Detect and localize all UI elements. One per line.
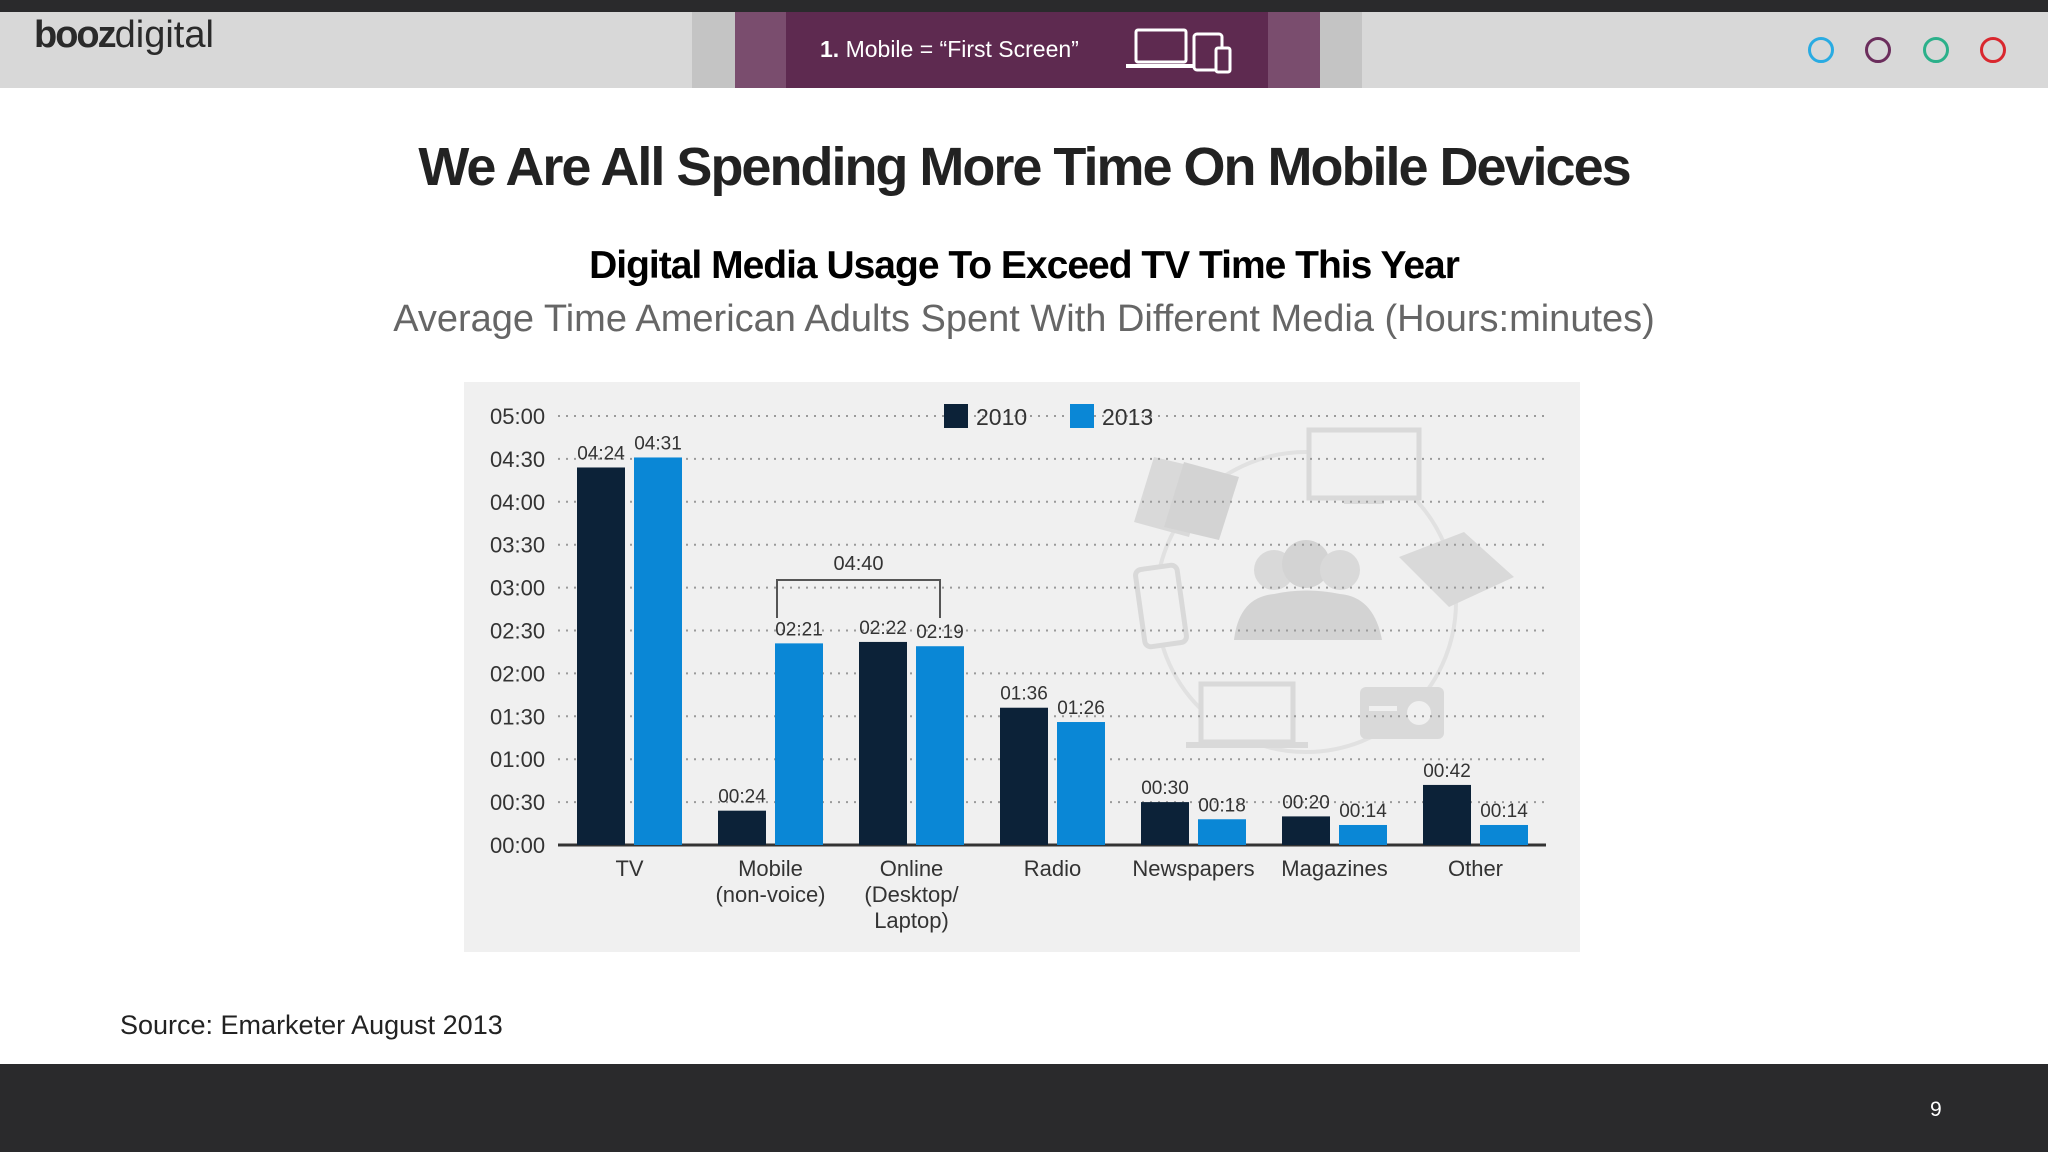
mobile-illustration-icon [1133, 562, 1189, 650]
bar-value-label: 01:36 [1000, 684, 1048, 705]
section-tab-number: 1. [820, 36, 840, 62]
bar-value-label: 00:18 [1198, 795, 1246, 816]
y-tick-label: 02:30 [490, 619, 545, 644]
chart-heading: Digital Media Usage To Exceed TV Time Th… [589, 244, 1460, 287]
radio-illustration-icon [1360, 687, 1444, 739]
bar-value-label: 00:14 [1339, 801, 1387, 822]
source-note: Source: Emarketer August 2013 [120, 1010, 503, 1040]
x-tick-label: Newspapers [1132, 856, 1254, 881]
bar-2010 [859, 641, 907, 845]
slide-title: We Are All Spending More Time On Mobile … [418, 137, 1631, 197]
x-tick-label: Other [1448, 856, 1503, 881]
bar-value-label: 00:30 [1141, 778, 1189, 799]
laptop-illustration-icon [1186, 681, 1308, 748]
media-devices-illustration [1133, 427, 1514, 754]
bar-2013 [1057, 722, 1105, 845]
bar-2010 [1423, 784, 1471, 845]
legend-swatch-2013 [1070, 404, 1094, 428]
nav-dot-2[interactable] [1865, 37, 1891, 63]
logo-light-text: digital [114, 14, 214, 56]
bar-2010 [1000, 707, 1048, 845]
y-tick-label: 04:30 [490, 447, 545, 472]
x-tick-label: (non-voice) [715, 882, 825, 907]
y-tick-label: 01:30 [490, 704, 545, 729]
bar-2013 [1198, 819, 1246, 845]
bar-value-label: 01:26 [1057, 698, 1105, 719]
x-tick-label: Laptop) [874, 908, 949, 933]
y-tick-label: 03:30 [490, 533, 545, 558]
nav-dot-4[interactable] [1980, 37, 2006, 63]
chart-bars [577, 457, 1528, 845]
y-axis-labels: 05:00 04:30 04:00 03:30 03:00 02:30 02:00 01:30… [490, 404, 545, 858]
footer-bar [0, 1064, 2048, 1152]
page-number: 9 [1930, 1098, 1942, 1121]
media-usage-chart: 05:00 04:30 04:00 03:30 03:00 02:30 02:00 01:30… [490, 404, 1546, 933]
section-tab-text: Mobile = “First Screen” [845, 36, 1079, 62]
devices-icon [1126, 28, 1232, 74]
tv-illustration-icon [1306, 427, 1422, 504]
x-tick-label: Magazines [1281, 856, 1387, 881]
bar-2010 [1282, 816, 1330, 845]
logo-bold-text: booz [34, 14, 117, 56]
book-illustration-icon [1134, 457, 1239, 540]
x-tick-label: (Desktop/ [864, 882, 959, 907]
people-illustration-icon [1234, 540, 1382, 640]
top-strip [0, 0, 2048, 12]
x-tick-label: TV [615, 856, 643, 881]
magazine-illustration-icon [1399, 532, 1514, 607]
legend-label-2013: 2013 [1102, 404, 1153, 430]
y-tick-label: 04:00 [490, 490, 545, 515]
bar-2010 [1141, 802, 1189, 845]
legend-swatch-2010 [944, 404, 968, 428]
bar-value-label: 00:42 [1423, 761, 1471, 782]
annotation-label: 04:40 [833, 553, 883, 575]
y-tick-label: 02:00 [490, 661, 545, 686]
bar-value-label: 00:14 [1480, 801, 1528, 822]
bar-2013 [1339, 824, 1387, 845]
bar-2013 [1480, 824, 1528, 845]
bar-value-label: 00:20 [1282, 792, 1330, 813]
bar-2010 [718, 810, 766, 845]
bar-2013 [916, 646, 964, 845]
nav-dot-1[interactable] [1808, 37, 1834, 63]
bar-value-label: 04:24 [577, 443, 625, 464]
bar-2013 [634, 457, 682, 845]
x-axis-labels: TV Mobile(non-voice) Online(Desktop/Laptop… [615, 856, 1503, 933]
x-tick-label: Radio [1024, 856, 1081, 881]
bar-2010 [577, 467, 625, 845]
bar-value-label: 02:19 [916, 622, 964, 643]
annotation-bracket [776, 579, 941, 618]
booz-digital-logo[interactable]: boozdigital [34, 14, 214, 57]
bar-value-label: 02:22 [859, 618, 907, 639]
bar-value-label: 04:31 [634, 433, 682, 454]
bar-value-label: 02:21 [775, 619, 823, 640]
chart-annotation: 04:40 [776, 553, 941, 618]
chart-legend: 2010 2013 [944, 404, 1153, 430]
y-tick-label: 01:00 [490, 747, 545, 772]
section-tab-label[interactable]: 1. Mobile = “First Screen” [820, 36, 1079, 63]
legend-label-2010: 2010 [976, 404, 1027, 430]
bar-value-label: 00:24 [718, 787, 766, 808]
y-tick-label: 05:00 [490, 404, 545, 429]
bar-2013 [775, 643, 823, 845]
chart-subheading: Average Time American Adults Spent With … [393, 298, 1655, 340]
y-tick-label: 03:00 [490, 576, 545, 601]
y-tick-label: 00:30 [490, 790, 545, 815]
x-tick-label: Online [880, 856, 944, 881]
y-tick-label: 00:00 [490, 833, 545, 858]
x-tick-label: Mobile [738, 856, 803, 881]
bar-value-labels: 04:24 04:31 00:24 02:21 02:22 02:19 01:36 01:26… [577, 433, 1528, 822]
nav-dot-3[interactable] [1923, 37, 1949, 63]
section-tab-active[interactable] [786, 12, 1268, 88]
